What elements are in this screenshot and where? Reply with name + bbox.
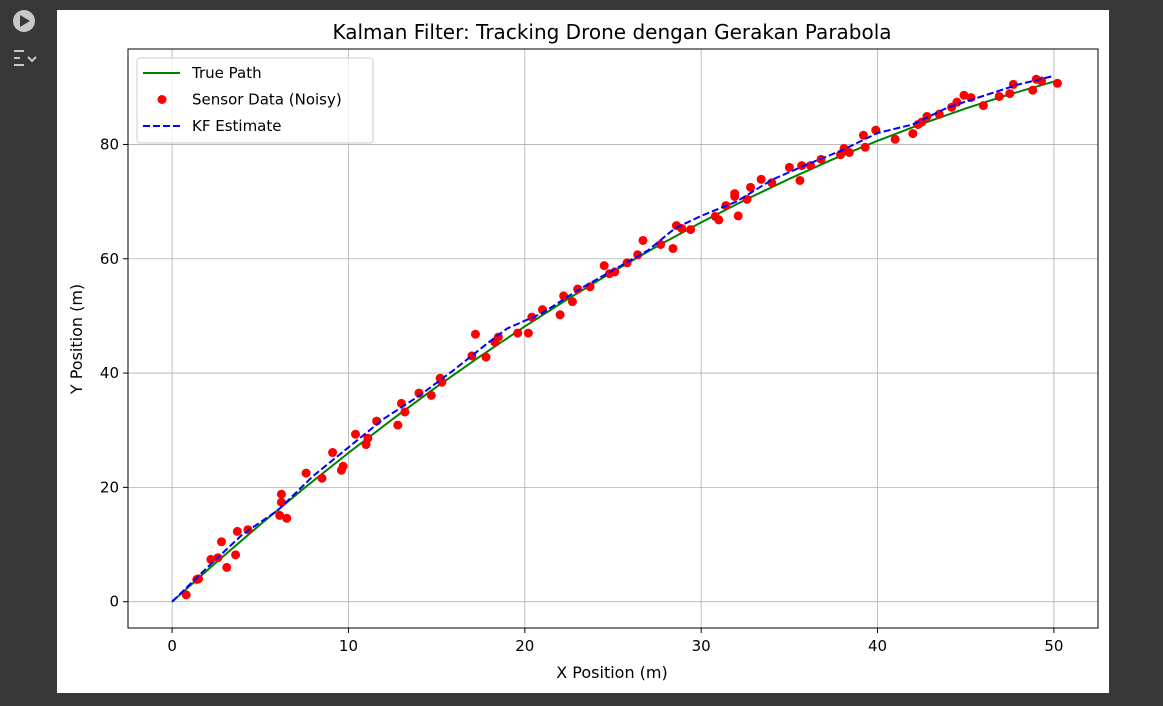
x-tick-label: 20 (515, 637, 534, 655)
data-point (797, 161, 807, 171)
data-point (806, 161, 816, 171)
data-point (746, 182, 756, 192)
data-point (934, 109, 944, 119)
data-point (276, 497, 286, 507)
data-point (860, 142, 870, 152)
x-tick-label: 30 (692, 637, 711, 655)
data-point (1052, 78, 1062, 88)
data-point (426, 390, 436, 400)
y-tick-label: 80 (100, 135, 119, 153)
data-point (181, 590, 191, 600)
data-point (1028, 85, 1038, 95)
data-point (638, 235, 648, 245)
data-point (559, 291, 569, 301)
data-point (328, 448, 338, 458)
y-axis-label: Y Position (m) (67, 284, 86, 395)
legend-marker (157, 95, 167, 104)
y-tick-label: 60 (100, 250, 119, 268)
data-point (276, 489, 286, 499)
x-tick-label: 10 (339, 637, 358, 655)
data-point (858, 130, 868, 140)
data-point (206, 554, 216, 564)
run-button[interactable] (13, 10, 35, 32)
data-point (194, 574, 204, 584)
data-point (222, 562, 232, 572)
data-point (1005, 89, 1015, 99)
axes-frame (127, 48, 1099, 629)
y-tick-label: 40 (100, 364, 119, 382)
data-point (585, 282, 595, 292)
data-point (231, 550, 241, 560)
data-point (795, 175, 805, 185)
data-point (994, 91, 1004, 101)
data-point (714, 215, 724, 225)
data-point (656, 239, 666, 249)
chart-title: Kalman Filter: Tracking Drone dengan Ger… (332, 20, 891, 44)
y-tick-label: 20 (100, 478, 119, 496)
data-point (400, 407, 410, 417)
data-point (908, 129, 918, 139)
data-point (363, 433, 373, 443)
x-tick-label: 50 (1044, 637, 1063, 655)
data-point (668, 243, 678, 253)
data-point (493, 332, 503, 342)
y-tick-label: 0 (109, 593, 119, 611)
data-point (481, 352, 491, 362)
legend: True Path Sensor Data (Noisy) KF Estimate (136, 57, 374, 144)
data-point (275, 510, 285, 520)
data-point (437, 377, 447, 387)
output-menu[interactable] (14, 50, 37, 66)
data-point (978, 101, 988, 111)
data-point (733, 211, 743, 221)
x-axis-label: X Position (m) (556, 663, 668, 682)
data-point (523, 328, 533, 338)
data-point (599, 261, 609, 271)
data-point (959, 90, 969, 100)
legend-box (136, 57, 374, 144)
data-point (338, 461, 348, 471)
data-point (393, 420, 403, 430)
data-point (301, 468, 311, 478)
data-point (351, 429, 361, 439)
data-point (513, 328, 523, 338)
data-point (844, 147, 854, 157)
legend-label: True Path (191, 64, 262, 82)
data-point (784, 162, 794, 172)
data-point (890, 134, 900, 144)
data-point (756, 174, 766, 184)
data-point (470, 329, 480, 339)
data-point (216, 537, 226, 547)
legend-label: Sensor Data (Noisy) (192, 91, 342, 109)
data-point (282, 513, 292, 523)
legend-label: KF Estimate (192, 117, 282, 135)
x-tick-label: 40 (868, 637, 887, 655)
data-line (171, 74, 1055, 603)
data-point (730, 191, 740, 201)
data-point (317, 473, 327, 483)
x-tick-label: 0 (167, 637, 177, 655)
data-point (686, 225, 696, 235)
data-point (567, 297, 577, 307)
data-point (232, 526, 242, 536)
data-point (555, 310, 565, 320)
